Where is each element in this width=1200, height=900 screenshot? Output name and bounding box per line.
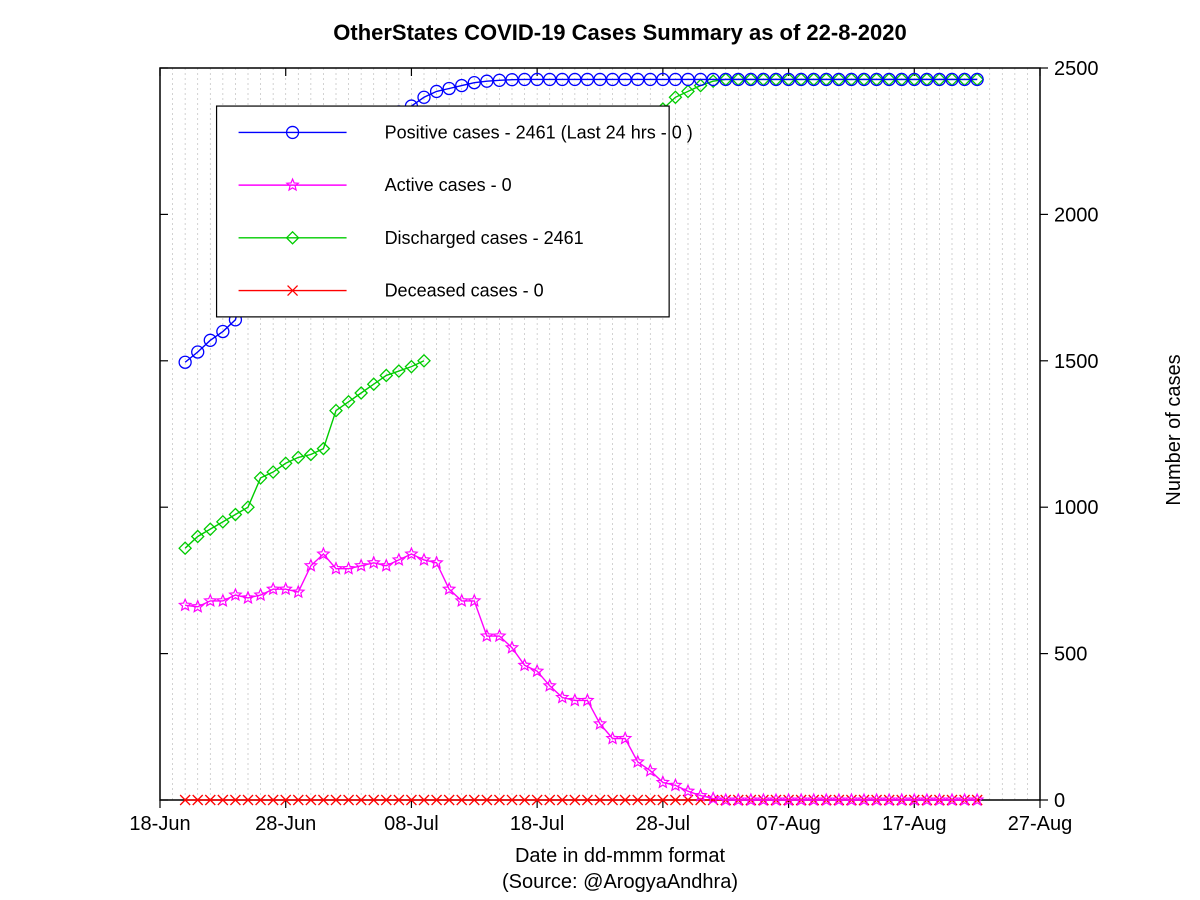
chart-svg: OtherStates COVID-19 Cases Summary as of… — [0, 0, 1200, 900]
x-axis-label-1: Date in dd-mmm format — [515, 845, 725, 867]
y-axis-label: Number of cases — [1163, 354, 1185, 505]
legend-label: Deceased cases - 0 — [385, 281, 544, 301]
x-tick-label: 18-Jul — [510, 813, 564, 835]
x-tick-label: 28-Jul — [636, 813, 690, 835]
legend-label: Positive cases - 2461 (Last 24 hrs - 0 ) — [385, 122, 693, 142]
y-tick-label: 0 — [1054, 790, 1065, 812]
legend: Positive cases - 2461 (Last 24 hrs - 0 )… — [217, 106, 693, 317]
x-tick-label: 07-Aug — [756, 813, 821, 835]
y-tick-label: 1000 — [1054, 497, 1099, 519]
y-tick-label: 2000 — [1054, 204, 1099, 226]
legend-label: Discharged cases - 2461 — [385, 228, 584, 248]
x-tick-label: 18-Jun — [129, 813, 190, 835]
x-axis-label-2: (Source: @ArogyaAndhra) — [502, 871, 738, 893]
legend-label: Active cases - 0 — [385, 175, 512, 195]
chart-title: OtherStates COVID-19 Cases Summary as of… — [333, 20, 906, 45]
y-tick-label: 1500 — [1054, 351, 1099, 373]
y-tick-label: 500 — [1054, 644, 1087, 666]
x-tick-label: 17-Aug — [882, 813, 947, 835]
x-tick-label: 08-Jul — [384, 813, 438, 835]
covid-chart: OtherStates COVID-19 Cases Summary as of… — [0, 0, 1200, 900]
x-tick-label: 27-Aug — [1008, 813, 1073, 835]
y-tick-label: 2500 — [1054, 58, 1099, 80]
x-tick-label: 28-Jun — [255, 813, 316, 835]
